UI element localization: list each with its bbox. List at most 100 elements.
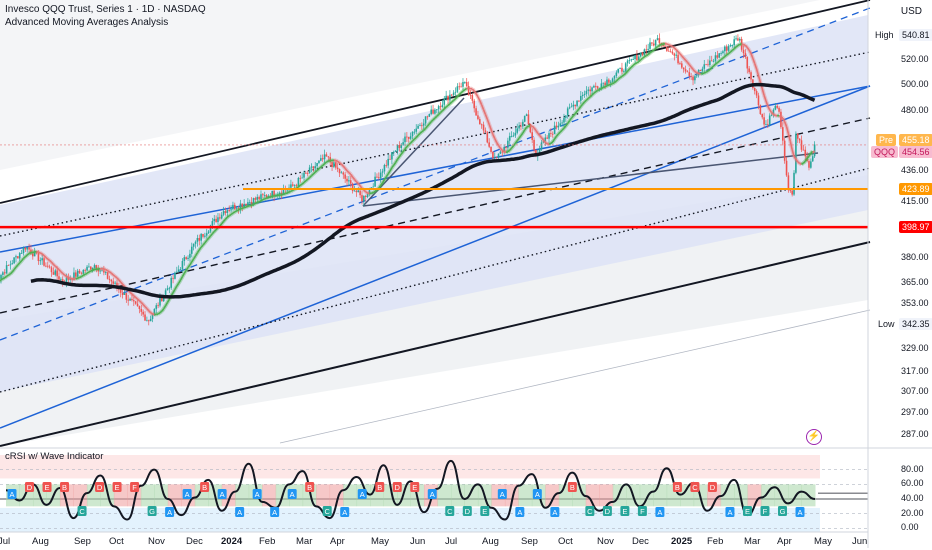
candle-body bbox=[634, 55, 636, 60]
candle-body bbox=[435, 109, 438, 111]
lightning-icon[interactable]: ⚡ bbox=[806, 429, 822, 445]
badge-text: A bbox=[727, 508, 732, 517]
candle-body bbox=[583, 93, 586, 96]
fast-ma-segment bbox=[410, 140, 414, 144]
signal-badge: A bbox=[655, 507, 665, 517]
candle-body bbox=[445, 95, 447, 99]
signal-badge: A bbox=[532, 489, 542, 499]
badge-box bbox=[77, 506, 87, 516]
fast-ma-segment bbox=[324, 161, 327, 165]
candle-body bbox=[508, 136, 511, 141]
osc-tick: 40.00 bbox=[901, 493, 924, 503]
candle-body bbox=[441, 104, 444, 108]
candle-body bbox=[409, 136, 412, 139]
fast-ma-segment bbox=[281, 193, 284, 196]
candle-body bbox=[593, 85, 595, 88]
candle-body bbox=[209, 225, 212, 232]
candle-body bbox=[205, 233, 208, 236]
fast-ma-segment bbox=[628, 66, 632, 70]
candle-body bbox=[714, 55, 717, 61]
candle-body bbox=[101, 270, 103, 272]
candle-body bbox=[305, 172, 307, 174]
candle-body bbox=[557, 125, 560, 128]
fast-ma-segment bbox=[337, 160, 341, 164]
fast-ma-segment bbox=[413, 136, 417, 140]
candle-body bbox=[106, 272, 109, 279]
candle-body bbox=[189, 253, 191, 258]
badge-box bbox=[620, 506, 630, 516]
fast-ma-segment bbox=[512, 142, 516, 147]
fast-ma-segment bbox=[526, 125, 529, 128]
badge-text: B bbox=[570, 483, 575, 492]
candle-body bbox=[540, 142, 543, 150]
fast-ma-segment bbox=[626, 68, 631, 72]
fast-ma-segment bbox=[121, 283, 126, 287]
price-tick: 297.00 bbox=[901, 407, 929, 418]
fast-ma-segment bbox=[270, 195, 273, 198]
candle-body bbox=[32, 253, 34, 257]
badge-text: B bbox=[307, 483, 312, 492]
candle-body bbox=[666, 46, 668, 51]
fast-ma-segment bbox=[462, 89, 466, 92]
signal-badge: E bbox=[112, 482, 122, 492]
candle-body bbox=[531, 132, 533, 140]
fast-ma-segment bbox=[482, 109, 487, 115]
candle-body bbox=[598, 88, 601, 89]
candle-body bbox=[391, 152, 393, 160]
fast-ma-segment bbox=[137, 298, 140, 302]
fast-ma-segment bbox=[540, 137, 545, 141]
candle-body bbox=[417, 125, 419, 129]
fast-ma-segment bbox=[34, 250, 37, 253]
candle-body bbox=[235, 208, 238, 210]
candle-body bbox=[623, 71, 625, 73]
fast-ma-segment bbox=[612, 81, 615, 85]
candle-body bbox=[574, 104, 577, 107]
fast-ma-segment bbox=[49, 259, 53, 263]
time-tick: Nov bbox=[597, 536, 614, 547]
time-tick: Sep bbox=[521, 536, 538, 547]
fast-ma-segment bbox=[763, 95, 767, 102]
badge-text: B bbox=[202, 483, 207, 492]
candle-body bbox=[677, 54, 679, 64]
currency-label[interactable]: USD bbox=[900, 6, 922, 17]
fast-ma-segment bbox=[802, 160, 806, 164]
candle-body bbox=[378, 177, 380, 179]
fast-ma-segment bbox=[22, 256, 26, 259]
candle-body bbox=[11, 263, 14, 265]
candle-body bbox=[561, 122, 563, 124]
candle-body bbox=[355, 190, 358, 193]
fast-ma-segment bbox=[480, 104, 485, 111]
badge-text: A bbox=[535, 490, 540, 499]
fast-ma-segment bbox=[799, 162, 802, 166]
candle-body bbox=[15, 256, 17, 258]
signal-badge: C bbox=[77, 506, 87, 516]
indicator-title[interactable]: cRSI w/ Wave Indicator bbox=[5, 451, 104, 462]
signal-badge: F bbox=[637, 506, 647, 516]
candle-body bbox=[151, 314, 154, 319]
candle-body bbox=[421, 125, 423, 127]
badge-box bbox=[200, 482, 210, 492]
candle-body bbox=[112, 281, 115, 284]
candle-body bbox=[89, 266, 92, 270]
candle-body bbox=[338, 169, 341, 174]
candle-body bbox=[146, 320, 148, 322]
candle-body bbox=[684, 69, 687, 72]
candle-body bbox=[512, 135, 515, 137]
fast-ma-segment bbox=[389, 167, 393, 172]
candle-body bbox=[237, 208, 240, 210]
badge-box bbox=[550, 507, 560, 517]
badge-text: D bbox=[395, 483, 401, 492]
candle-body bbox=[7, 265, 10, 266]
time-tick: Aug bbox=[32, 536, 49, 547]
candle-body bbox=[787, 175, 790, 191]
candle-body bbox=[232, 204, 234, 210]
fast-ma-segment bbox=[684, 59, 689, 63]
signal-badge: A bbox=[497, 489, 507, 499]
candle-body bbox=[808, 160, 810, 168]
fast-ma-segment bbox=[133, 295, 137, 299]
badge-text: A bbox=[255, 490, 260, 499]
fast-ma-segment bbox=[709, 67, 713, 71]
signal-badge: D bbox=[392, 482, 402, 492]
fast-ma-segment bbox=[0, 277, 4, 281]
